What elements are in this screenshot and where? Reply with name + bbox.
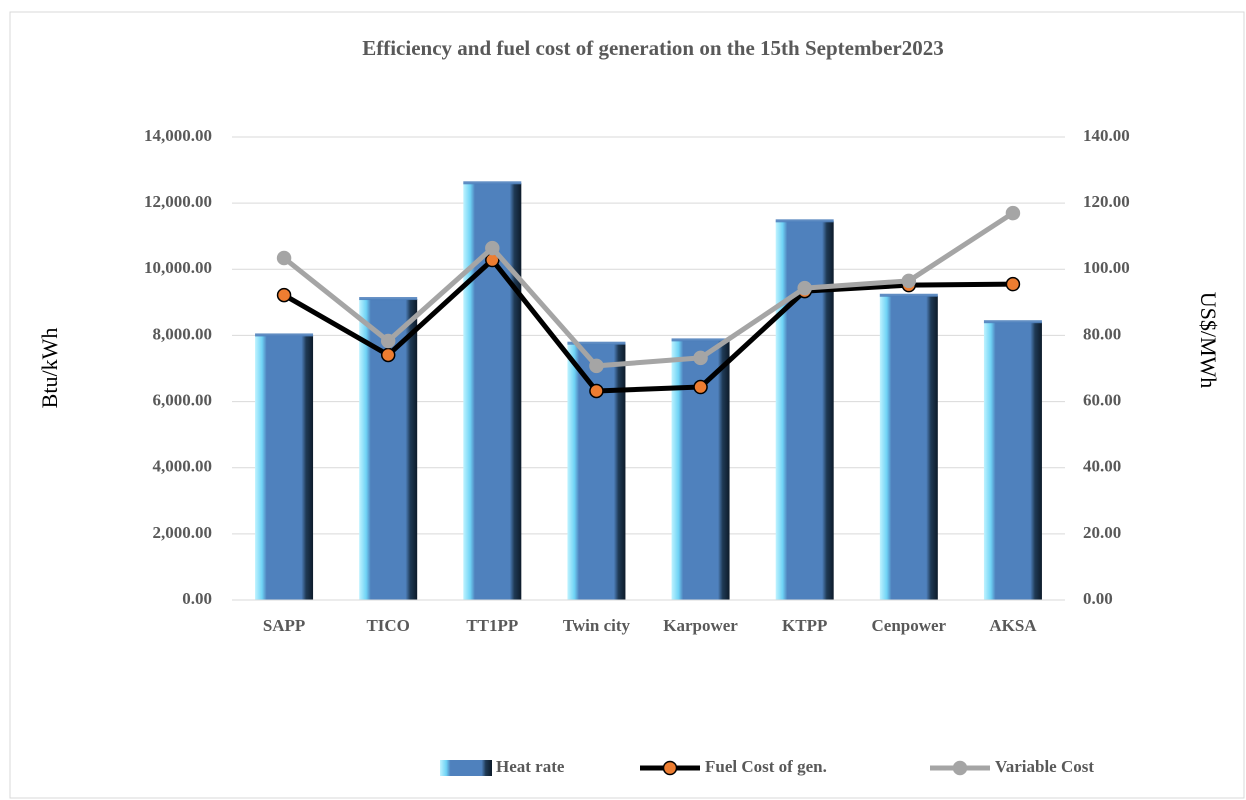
line-marker xyxy=(1005,276,1021,292)
chart-title: Efficiency and fuel cost of generation o… xyxy=(362,36,944,60)
line-marker xyxy=(276,287,292,303)
legend-label: Variable Cost xyxy=(995,757,1094,776)
x-tick-label: KTPP xyxy=(782,616,827,635)
y-tick-label: 10,000.00 xyxy=(144,258,212,277)
bar-top xyxy=(359,297,418,301)
line xyxy=(282,210,1015,369)
y-tick-label: 2,000.00 xyxy=(153,523,213,542)
bar xyxy=(879,295,938,600)
legend-marker xyxy=(662,760,678,776)
y2-tick-label: 20.00 xyxy=(1083,523,1121,542)
y2-axis-title: US$/MWh xyxy=(1196,292,1221,389)
y-axis-title: Btu/kWh xyxy=(37,328,62,409)
line-marker xyxy=(693,379,708,395)
line-marker xyxy=(693,350,708,366)
line-marker xyxy=(485,240,500,256)
bar xyxy=(671,340,730,600)
x-tick-label: Karpower xyxy=(663,616,738,635)
bar xyxy=(983,322,1042,600)
bar-top xyxy=(255,333,314,337)
y-tick-label: 12,000.00 xyxy=(144,192,212,211)
line-marker xyxy=(1005,205,1021,221)
y2-tick-label: 60.00 xyxy=(1083,390,1121,409)
y-tick-label: 0.00 xyxy=(182,589,212,608)
y-tick-label: 6,000.00 xyxy=(153,390,213,409)
line-marker xyxy=(901,273,917,289)
y-tick-label: 14,000.00 xyxy=(144,126,212,145)
y2-tick-label: 120.00 xyxy=(1083,192,1130,211)
x-tick-label: Cenpower xyxy=(872,616,947,635)
x-tick-label: AKSA xyxy=(989,616,1037,635)
y2-tick-label: 140.00 xyxy=(1083,126,1130,145)
bar-top xyxy=(567,341,626,345)
bar-top xyxy=(983,320,1042,324)
x-tick-label: SAPP xyxy=(263,616,306,635)
legend-swatch xyxy=(440,760,492,776)
bar-top xyxy=(775,219,834,223)
bar xyxy=(775,221,834,600)
y2-tick-label: 100.00 xyxy=(1083,258,1130,277)
line-marker xyxy=(380,333,396,349)
bar xyxy=(567,343,626,600)
y2-tick-label: 80.00 xyxy=(1083,324,1121,343)
line-marker xyxy=(589,358,604,374)
x-tick-label: TICO xyxy=(366,616,409,635)
legend-marker xyxy=(952,760,968,776)
legend-label: Heat rate xyxy=(496,757,565,776)
line-marker xyxy=(276,250,292,266)
y-tick-label: 4,000.00 xyxy=(153,457,213,476)
bar-top xyxy=(671,338,730,342)
bar-top xyxy=(463,181,522,185)
line xyxy=(282,257,1013,394)
x-tick-label: Twin city xyxy=(563,616,631,635)
bar xyxy=(255,335,314,600)
y-tick-label: 8,000.00 xyxy=(153,324,213,343)
bar-top xyxy=(879,293,938,297)
line-marker xyxy=(797,280,812,296)
line-marker xyxy=(589,383,604,399)
line-marker xyxy=(380,347,396,363)
y2-tick-label: 40.00 xyxy=(1083,457,1121,476)
legend-label: Fuel Cost of gen. xyxy=(705,757,827,776)
x-tick-label: TT1PP xyxy=(466,616,518,635)
y2-tick-label: 0.00 xyxy=(1083,589,1113,608)
